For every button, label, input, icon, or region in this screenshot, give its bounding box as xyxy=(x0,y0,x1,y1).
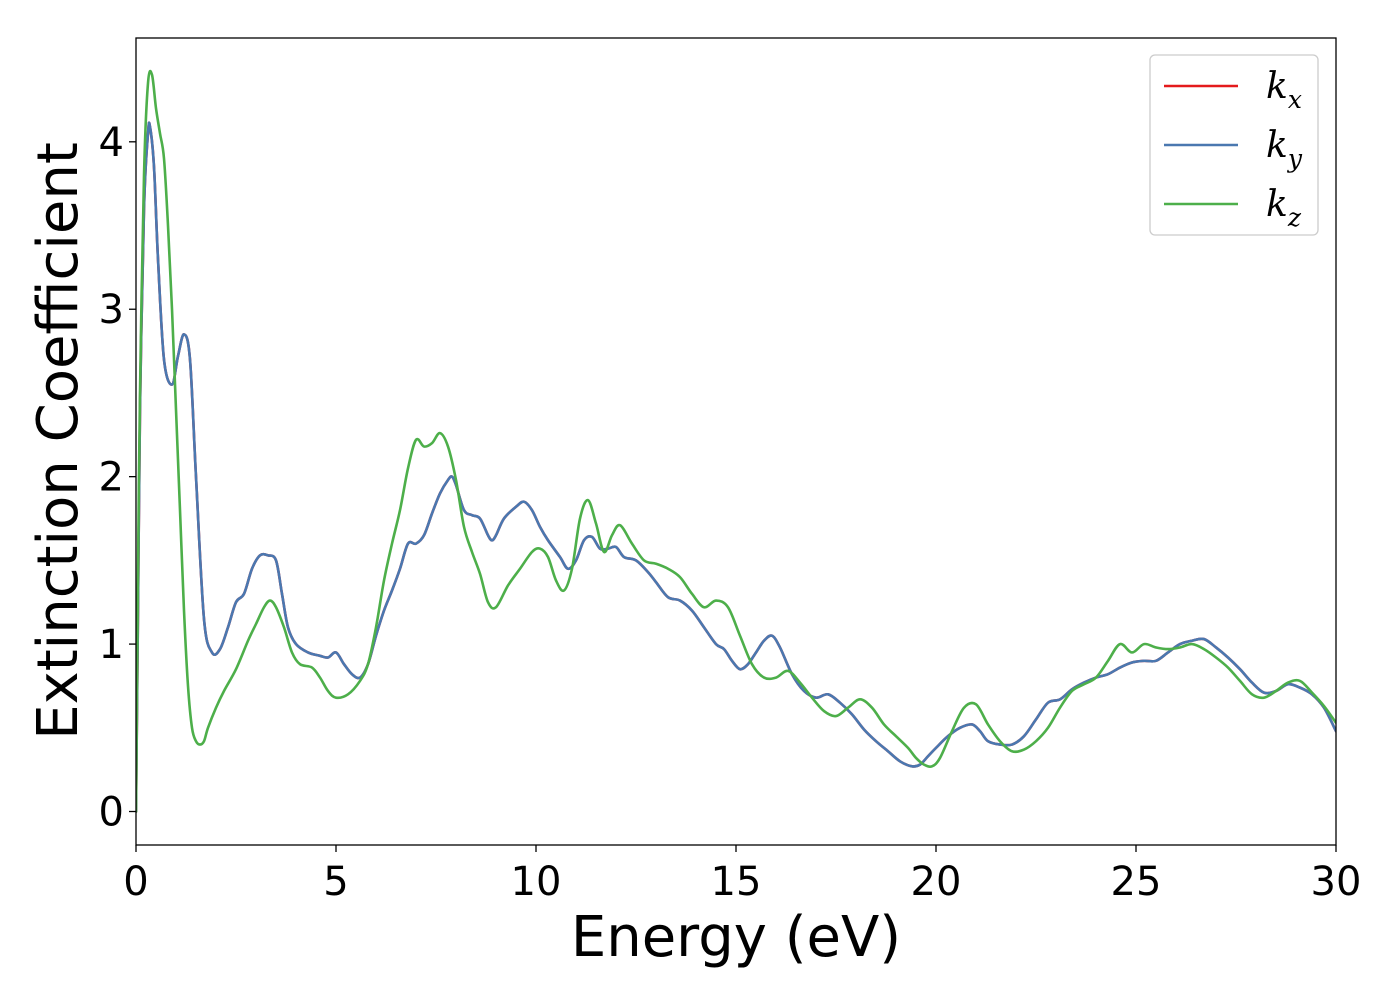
legend-label-base: k xyxy=(1266,184,1288,225)
legend-label-base: k xyxy=(1266,125,1288,166)
legend-label-subscript: x xyxy=(1288,85,1302,114)
x-tick-label: 15 xyxy=(711,859,762,905)
x-axis-ticks: 0 5 10 15 20 25 30 xyxy=(123,845,1361,905)
legend-label-y: ky xyxy=(1266,125,1303,173)
x-tick-label: 0 xyxy=(123,859,148,905)
y-axis-title: Extinction Coefficient xyxy=(26,142,91,740)
series-line-y xyxy=(136,121,1336,813)
legend-label-x: kx xyxy=(1266,66,1302,114)
x-tick-label: 30 xyxy=(1311,859,1362,905)
y-tick-label: 4 xyxy=(99,120,124,166)
x-tick-label: 20 xyxy=(911,859,962,905)
legend-label-base: k xyxy=(1266,66,1288,107)
x-tick-label: 25 xyxy=(1111,859,1162,905)
series-layer xyxy=(136,69,1336,813)
y-axis-ticks: 0 1 2 3 4 xyxy=(99,120,136,836)
y-tick-label: 2 xyxy=(99,455,124,501)
x-tick-label: 5 xyxy=(323,859,348,905)
y-tick-label: 3 xyxy=(99,287,124,333)
y-tick-label: 0 xyxy=(99,790,124,836)
legend-label-subscript: y xyxy=(1287,144,1303,173)
x-tick-label: 10 xyxy=(511,859,562,905)
legend-label-z: kz xyxy=(1266,184,1302,232)
y-tick-label: 1 xyxy=(99,622,124,668)
legend-label-subscript: z xyxy=(1287,203,1302,232)
series-line-z xyxy=(136,69,1336,813)
x-axis-title: Energy (eV) xyxy=(571,905,901,970)
